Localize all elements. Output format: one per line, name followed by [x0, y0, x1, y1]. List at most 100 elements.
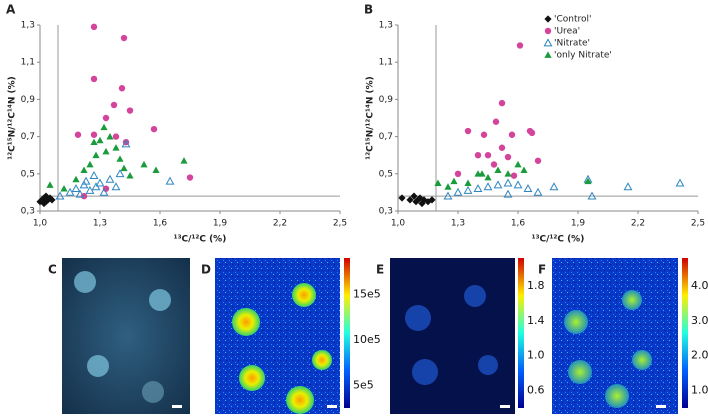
point: [398, 194, 406, 202]
point: [474, 152, 482, 159]
point: [74, 131, 82, 138]
point: [111, 182, 121, 191]
point: [675, 178, 685, 187]
point: [55, 191, 65, 200]
point: [90, 75, 98, 83]
point: [434, 179, 442, 186]
x-tick-label: 1,0: [391, 219, 406, 229]
point: [504, 153, 512, 161]
point: [90, 138, 98, 146]
panel-label: C: [48, 263, 57, 277]
point: [80, 166, 88, 173]
x-tick-label: 1,6: [153, 219, 168, 229]
point: [464, 127, 472, 135]
point: [81, 176, 91, 185]
point: [112, 144, 120, 151]
point: [443, 191, 453, 200]
point: [89, 171, 99, 180]
point: [180, 157, 188, 164]
point: [484, 173, 492, 181]
point: [623, 182, 633, 191]
point: [504, 170, 512, 177]
y-tick-label: 1,1: [379, 58, 393, 68]
x-tick-label: 1,9: [571, 219, 586, 229]
point: [118, 85, 126, 92]
point: [96, 136, 104, 144]
legend-label: 'Control': [554, 15, 591, 25]
point: [478, 170, 486, 177]
point: [86, 160, 94, 168]
point: [95, 178, 105, 187]
point: [90, 23, 98, 31]
point: [418, 199, 426, 208]
point: [523, 184, 533, 193]
y-tick-label: 1,3: [21, 21, 35, 31]
point: [110, 101, 118, 109]
point: [72, 175, 80, 183]
y-tick-label: 0,5: [379, 169, 393, 179]
colorbar-label: 0.6: [527, 384, 545, 397]
point: [126, 107, 134, 114]
colorbar-label: 1.8: [527, 279, 545, 292]
point: [498, 99, 506, 107]
colorbar-label: 1.4: [527, 314, 545, 327]
legend-marker: [543, 38, 553, 47]
point: [112, 133, 120, 140]
colorbar-label: 3.0: [691, 314, 708, 327]
y-tick-label: 0,5: [21, 169, 35, 179]
point: [126, 172, 134, 179]
x-axis-label: ¹³C/¹²C (%): [532, 235, 585, 245]
y-tick-label: 0,9: [379, 95, 394, 105]
point: [549, 182, 559, 191]
y-tick-label: 1,3: [379, 21, 393, 31]
panel-label: F: [538, 263, 546, 277]
point: [584, 177, 592, 185]
y-axis-label: ¹²C¹⁵N/¹²C¹⁴N (%): [366, 76, 376, 159]
point: [444, 183, 452, 190]
point: [120, 34, 128, 42]
point: [490, 161, 498, 168]
point: [150, 125, 158, 133]
point: [60, 185, 68, 192]
point: [102, 114, 110, 122]
legend-marker: [544, 27, 552, 35]
point: [115, 169, 125, 178]
point: [533, 187, 543, 196]
point: [503, 178, 513, 187]
point: [165, 176, 175, 185]
x-tick-label: 2,2: [631, 219, 645, 229]
point: [75, 189, 85, 198]
x-tick-label: 1,9: [213, 219, 228, 229]
point: [587, 191, 597, 200]
point: [480, 131, 488, 138]
legend-label: 'only Nitrate': [554, 51, 612, 61]
panel-label: D: [201, 263, 211, 277]
point: [120, 164, 128, 172]
colorbar-label: 1.0: [691, 384, 708, 397]
point: [450, 177, 458, 185]
point: [510, 172, 518, 179]
point: [99, 187, 109, 196]
image-panel-f: [552, 258, 688, 414]
point: [414, 196, 422, 204]
point: [520, 166, 528, 173]
legend-label: 'Urea': [554, 27, 580, 37]
point: [186, 174, 194, 181]
legend-label: 'Nitrate': [554, 39, 590, 49]
point: [534, 157, 542, 164]
point: [484, 152, 492, 159]
colorbar-label: 4.0: [691, 279, 708, 292]
legend-marker: [544, 15, 552, 23]
point: [106, 133, 114, 140]
point: [492, 118, 500, 125]
point: [528, 129, 536, 137]
x-tick-label: 2,5: [333, 219, 347, 229]
point: [90, 131, 98, 138]
point: [152, 166, 160, 173]
x-tick-label: 1,3: [93, 219, 107, 229]
point: [46, 181, 54, 188]
point: [102, 147, 110, 155]
colorbar-label: 10e5: [353, 333, 381, 346]
point: [71, 184, 81, 193]
